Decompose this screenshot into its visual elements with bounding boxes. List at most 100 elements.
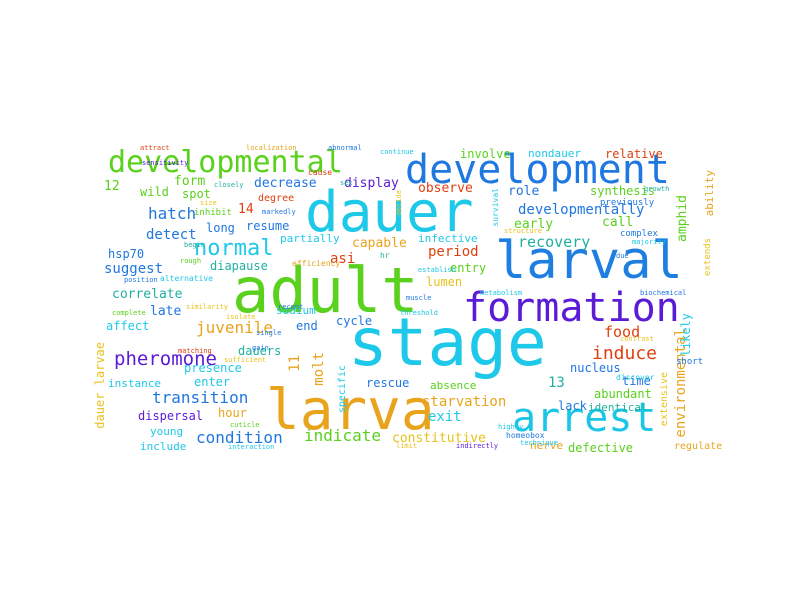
word-regulate: regulate — [674, 441, 723, 452]
word-cycle: cycle — [336, 314, 373, 328]
word-cause: cause — [308, 168, 333, 177]
word-spot: spot — [182, 187, 211, 201]
word-position: position — [124, 276, 158, 284]
word-developmental: developmental — [108, 145, 343, 180]
word-sex: sex — [340, 179, 353, 187]
word-growth: growth — [644, 185, 670, 193]
word-indicate: indicate — [304, 426, 382, 445]
word-condition: condition — [196, 428, 283, 447]
word-threshold: threshold — [400, 309, 438, 317]
word-lack: lack — [558, 399, 587, 413]
word-starvation: starvation — [422, 394, 507, 410]
word-likely: likely — [679, 313, 693, 357]
word-recent: recent — [278, 303, 304, 311]
word-nerve: nerve — [530, 439, 564, 452]
word-closely: closely — [214, 181, 244, 189]
word-14: 14 — [238, 202, 254, 217]
word-short: short — [676, 357, 704, 367]
word-wild: wild — [140, 185, 169, 199]
word-presence: presence — [184, 361, 242, 375]
word-defective: defective — [568, 441, 634, 455]
word-dauer: dauer — [305, 180, 474, 245]
word-enter: enter — [194, 375, 231, 389]
word-cuticle: cuticle — [230, 421, 260, 429]
word-matching: matching — [178, 347, 212, 355]
word-development: development — [405, 147, 670, 193]
word-end: end — [296, 319, 318, 333]
word-absence: absence — [430, 379, 477, 392]
word-dauers: dauers — [238, 344, 282, 358]
word-metabolism: metabolism — [480, 289, 523, 297]
word-synthesis: synthesis — [590, 184, 656, 198]
word-due: due — [616, 252, 629, 260]
word-call: call — [602, 215, 634, 230]
word-entry: entry — [450, 261, 487, 275]
word-affect: affect — [106, 319, 150, 333]
word-begin: begin — [184, 241, 206, 249]
word-relative: relative — [605, 147, 663, 161]
word-highly: highly — [498, 423, 524, 431]
word-decrease: decrease — [254, 176, 317, 191]
word-recovery: recovery — [518, 233, 591, 251]
word-similarity: similarity — [186, 303, 229, 311]
word-hatch: hatch — [148, 204, 197, 223]
word-long: long — [206, 221, 235, 235]
word-isolate: isolate — [226, 313, 256, 321]
word-cloud: stage adult dauer larva larval developme… — [93, 130, 723, 460]
word-previously: previously — [600, 198, 655, 208]
word-technique: technique — [520, 439, 558, 447]
word-formation: formation — [463, 285, 680, 331]
word-extends: extends — [703, 238, 713, 276]
word-hr: hr — [380, 251, 390, 260]
word-ability: ability — [703, 170, 716, 217]
word-normal: normal — [194, 236, 274, 261]
word-late: late — [150, 304, 182, 319]
word-capable: capable — [352, 236, 407, 251]
word-instance: instance — [108, 377, 161, 390]
word-asi: asi — [330, 251, 356, 267]
word-pheromone: pheromone — [114, 348, 217, 370]
word-form: form — [174, 174, 206, 189]
word-continue: continue — [380, 148, 414, 156]
word-correlate: correlate — [112, 287, 183, 302]
word-nucleus: nucleus — [570, 361, 621, 375]
word-involve: involve — [460, 147, 511, 161]
word-12: 12 — [104, 179, 120, 194]
word-attract: attract — [140, 144, 170, 152]
word-specific: specific — [337, 365, 348, 414]
word-muscle: muscle — [406, 294, 432, 302]
word-single: single — [256, 329, 282, 337]
word-dispersal: dispersal — [138, 409, 204, 423]
word-adult: adult — [232, 254, 419, 327]
word-arrest: arrest — [512, 395, 657, 441]
word-early: early — [514, 217, 554, 232]
word-survival: survival — [491, 188, 500, 227]
word-induce: induce — [592, 343, 658, 364]
word-rescue: rescue — [366, 376, 410, 390]
word-larval: larval — [495, 231, 683, 291]
word-degree: degree — [258, 193, 295, 204]
word-transition: transition — [152, 388, 249, 407]
word-diapause: diapause — [210, 259, 268, 273]
word-larva: larva — [266, 378, 435, 443]
word-structure: structure — [504, 227, 542, 235]
word-abnormal: abnormal — [328, 144, 362, 152]
word-efficiency: efficiency — [292, 259, 341, 268]
word-observe: observe — [418, 181, 473, 196]
word-partially: partially — [280, 232, 340, 245]
word-complete: complete — [112, 309, 146, 317]
word-homeobox: homeobox — [506, 431, 545, 440]
word-discover: discover — [616, 373, 655, 382]
word-contrast: contrast — [620, 335, 654, 343]
word-suggest: suggest — [104, 261, 164, 277]
word-alternative: alternative — [160, 274, 213, 283]
word-size: size — [200, 199, 217, 207]
word-identical: identical — [588, 401, 648, 414]
word-majority: majority — [632, 238, 666, 246]
word-establish: establish — [418, 266, 456, 274]
word-sodium: sodium — [276, 304, 316, 317]
word-rough: rough — [180, 257, 202, 265]
word-molt: molt — [311, 352, 327, 386]
word-stage: stage — [348, 304, 547, 381]
word-juvenile: juvenile — [196, 318, 274, 337]
